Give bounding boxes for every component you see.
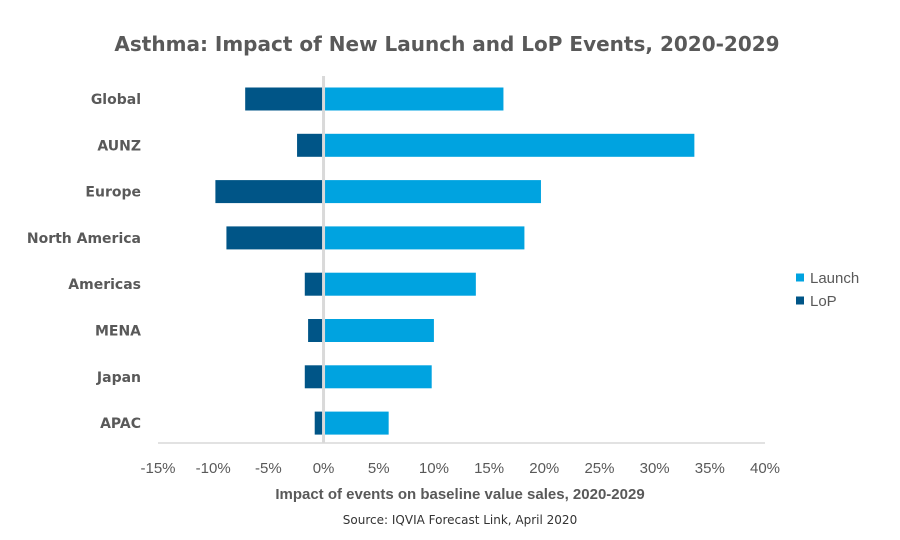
legend-label-lop: LoP <box>810 293 837 310</box>
bar-launch-aunz <box>323 133 695 157</box>
x-tick-label: 10% <box>419 460 449 477</box>
category-label: Americas <box>68 277 141 293</box>
x-tick-label: 25% <box>584 460 614 477</box>
x-tick-label: 15% <box>474 460 504 477</box>
x-tick-label: -5% <box>255 460 282 477</box>
bar-lop-europe <box>215 180 324 204</box>
x-tick-label: 35% <box>695 460 725 477</box>
bar-lop-global <box>245 87 324 111</box>
bar-launch-apac <box>323 411 389 435</box>
bar-launch-americas <box>323 272 476 296</box>
source-note: Source: IQVIA Forecast Link, April 2020 <box>343 513 577 527</box>
category-label: North America <box>27 231 141 247</box>
x-tick-label: -15% <box>140 460 175 477</box>
legend-swatch-lop <box>796 296 804 305</box>
bar-launch-north-america <box>323 226 525 250</box>
bar-lop-japan <box>304 365 324 389</box>
x-tick-label: 5% <box>368 460 390 477</box>
chart-title: Asthma: Impact of New Launch and LoP Eve… <box>114 32 779 56</box>
bar-lop-north-america <box>226 226 324 250</box>
bar-lop-aunz <box>297 133 324 157</box>
x-tick-label: 0% <box>313 460 335 477</box>
category-label: MENA <box>95 324 141 340</box>
x-axis-label: Impact of events on baseline value sales… <box>275 486 644 503</box>
bar-lop-americas <box>304 272 324 296</box>
category-label: AUNZ <box>97 138 141 154</box>
category-label: Europe <box>85 185 141 201</box>
bar-launch-europe <box>323 180 541 204</box>
legend-label-launch: Launch <box>810 270 859 287</box>
bar-launch-mena <box>323 319 434 342</box>
x-tick-label: 30% <box>640 460 670 477</box>
legend-swatch-launch <box>796 273 804 282</box>
bar-launch-global <box>323 87 504 111</box>
bar-launch-japan <box>323 365 432 389</box>
category-label: APAC <box>100 416 141 432</box>
category-label: Japan <box>96 370 141 386</box>
category-label: Global <box>91 92 141 108</box>
bar-lop-apac <box>314 411 324 435</box>
x-tick-label: -10% <box>196 460 231 477</box>
plot-area: Global AUNZ Europe North America Americas MEN… <box>27 76 780 477</box>
x-tick-label: 40% <box>750 460 780 477</box>
bar-lop-mena <box>308 319 324 342</box>
legend: Launch LoP <box>796 270 859 310</box>
x-tick-label: 20% <box>529 460 559 477</box>
